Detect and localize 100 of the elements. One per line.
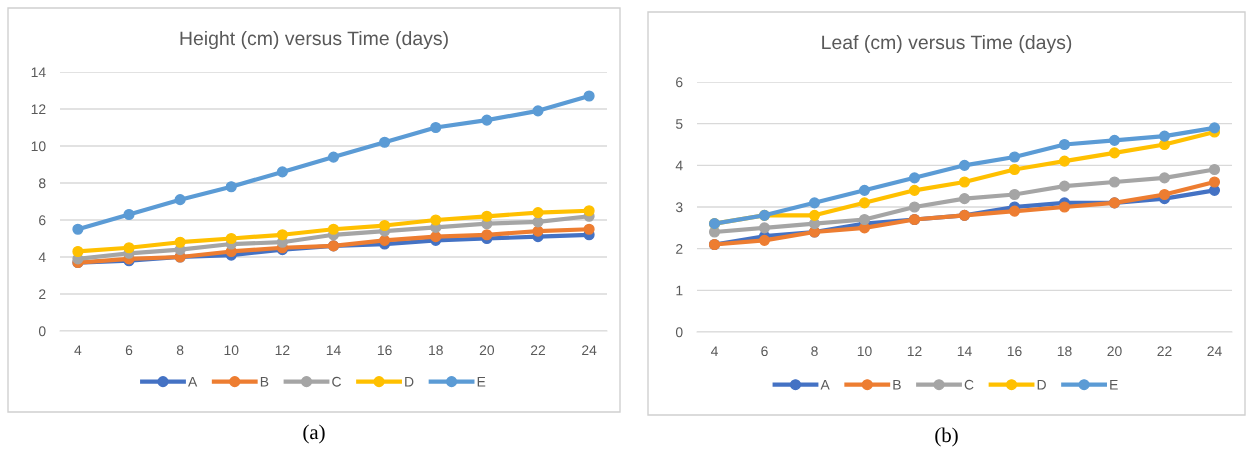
y-tick-label: 2 <box>676 244 683 254</box>
point <box>1058 155 1071 167</box>
x-tick-label: 24 <box>1207 346 1222 356</box>
text: (a) <box>303 424 325 444</box>
point <box>583 223 595 235</box>
point <box>1158 188 1171 201</box>
y-tick-label: 4 <box>38 252 46 263</box>
legend-label: A <box>188 376 198 387</box>
point <box>1108 176 1121 188</box>
legend-label: A <box>820 379 830 390</box>
x-tick-label: 6 <box>125 345 133 356</box>
point <box>858 184 871 196</box>
x-tick-label: 22 <box>530 345 546 355</box>
x-tick-label: 4 <box>74 345 82 355</box>
point <box>1108 147 1121 159</box>
point <box>481 229 493 241</box>
x-tick-label: 10 <box>224 345 239 356</box>
legend-label: C <box>964 379 974 390</box>
point <box>808 197 821 209</box>
y-tick-label: 0 <box>38 326 46 337</box>
legend-label: E <box>477 376 486 387</box>
point <box>430 121 442 134</box>
x-tick-label: 12 <box>275 345 290 355</box>
point <box>481 210 493 222</box>
point <box>1108 134 1121 146</box>
x-tick-label: 16 <box>377 345 392 356</box>
chart-title: Height (cm) versus Time (days) <box>180 30 448 50</box>
x-tick-label: 16 <box>1007 346 1022 357</box>
x-tick-label: 12 <box>907 346 922 356</box>
point <box>858 213 871 226</box>
x-tick-label: 4 <box>710 346 718 356</box>
point <box>276 229 288 241</box>
point <box>758 234 771 246</box>
y-tick-label: 2 <box>39 289 46 300</box>
legend-label: B <box>260 376 269 387</box>
y-tick-label: 0 <box>675 327 683 338</box>
x-tick-label: 20 <box>479 345 495 356</box>
x-tick-label: 22 <box>1157 346 1172 356</box>
point <box>174 236 186 248</box>
x-tick-label: 8 <box>811 346 818 357</box>
point <box>1008 163 1021 176</box>
point <box>1008 188 1021 201</box>
legend-label: C <box>332 376 342 387</box>
y-tick-label: 6 <box>676 77 683 88</box>
point <box>958 176 971 188</box>
point <box>858 197 871 209</box>
legend-label: E <box>1110 379 1118 390</box>
point <box>123 208 135 221</box>
x-tick-label: 18 <box>1057 346 1072 357</box>
legend-label: D <box>1037 379 1046 390</box>
legend-label: B <box>893 379 901 390</box>
point <box>808 209 821 221</box>
point <box>225 232 237 245</box>
point <box>225 181 237 193</box>
y-tick-label: 4 <box>675 160 683 171</box>
chart-title: Leaf (cm) versus Time (days) <box>822 34 1072 54</box>
point <box>1008 205 1021 217</box>
point <box>908 201 921 213</box>
point <box>1008 151 1021 163</box>
x-tick-label: 24 <box>582 345 597 355</box>
point <box>908 184 921 196</box>
point <box>1158 172 1171 184</box>
y-tick-label: 14 <box>31 67 46 78</box>
x-tick-label: 10 <box>857 346 872 357</box>
point <box>532 207 544 219</box>
y-tick-label: 10 <box>31 141 46 152</box>
legend-label: D <box>405 376 414 387</box>
point <box>1058 138 1071 151</box>
point <box>1058 201 1071 213</box>
point <box>276 166 288 178</box>
point <box>123 242 135 254</box>
point <box>379 136 391 148</box>
y-tick-label: 12 <box>31 104 46 115</box>
y-tick-label: 3 <box>675 202 683 213</box>
y-tick-label: 5 <box>675 119 683 129</box>
point <box>583 90 595 102</box>
point <box>379 234 391 246</box>
y-tick-label: 8 <box>38 178 46 189</box>
y-tick-label: 6 <box>39 215 46 226</box>
y-tick-label: 1 <box>676 285 683 296</box>
point <box>1208 176 1221 188</box>
x-tick-label: 18 <box>429 345 443 356</box>
point <box>908 172 921 184</box>
point <box>174 194 186 206</box>
point <box>379 219 391 232</box>
point <box>72 223 84 235</box>
text: (b) <box>935 427 958 447</box>
point <box>1208 163 1221 176</box>
point <box>532 105 544 117</box>
point <box>583 205 595 217</box>
x-tick-label: 14 <box>957 346 972 356</box>
point <box>327 223 340 235</box>
point <box>758 222 771 234</box>
x-tick-label: 20 <box>1107 346 1122 357</box>
point <box>481 114 493 126</box>
point <box>72 245 84 258</box>
x-tick-label: 6 <box>761 346 768 357</box>
x-tick-label: 14 <box>326 345 341 355</box>
point <box>1058 180 1071 192</box>
point <box>958 193 971 205</box>
